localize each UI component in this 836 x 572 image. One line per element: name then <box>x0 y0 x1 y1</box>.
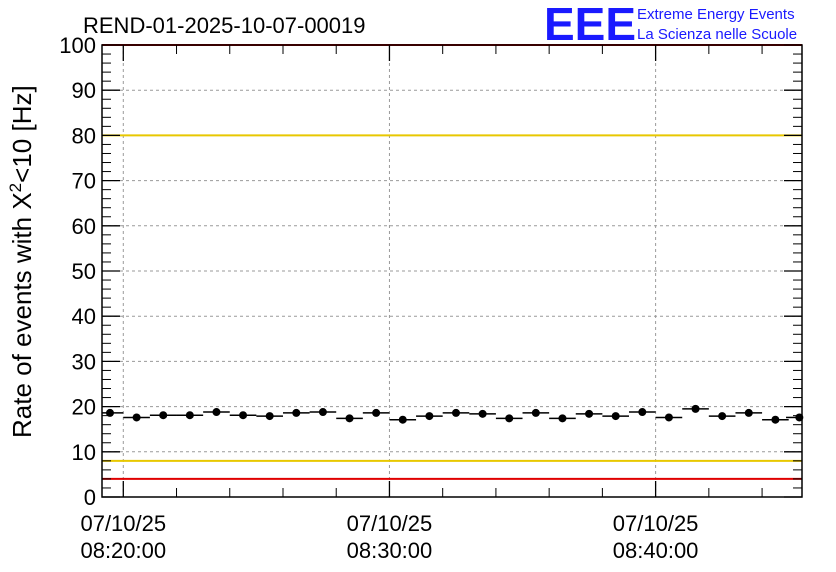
data-point <box>611 412 620 421</box>
logo-line-1: Extreme Energy Events <box>637 6 795 23</box>
data-point <box>318 408 327 417</box>
reference-lines <box>102 44 802 480</box>
y-tick-label: 30 <box>72 349 96 374</box>
data-point <box>159 411 168 420</box>
data-point <box>292 408 301 417</box>
data-points <box>102 404 804 424</box>
data-point <box>478 409 487 418</box>
x-tick-label-time: 08:30:00 <box>347 538 433 563</box>
grid <box>102 45 802 497</box>
data-point <box>558 414 567 423</box>
data-point <box>744 408 753 417</box>
eee-logo: EEE Extreme Energy Events La Scienza nel… <box>544 0 797 50</box>
y-tick-label: 80 <box>72 123 96 148</box>
data-point <box>265 412 274 421</box>
data-point <box>585 409 594 418</box>
data-point <box>718 412 727 421</box>
tick-labels: 010203040506070809010007/10/2508:20:0007… <box>59 33 698 563</box>
y-tick-label: 40 <box>72 304 96 329</box>
y-tick-label: 60 <box>72 214 96 239</box>
data-point <box>638 408 647 417</box>
data-point <box>505 414 514 423</box>
data-point <box>771 415 780 424</box>
data-point <box>239 411 248 420</box>
y-tick-label: 70 <box>72 169 96 194</box>
data-point <box>105 408 114 417</box>
data-point <box>345 414 354 423</box>
data-point <box>451 408 460 417</box>
data-point <box>795 413 804 422</box>
y-tick-label: 10 <box>72 440 96 465</box>
y-axis-label: Rate of events with X2<10 [Hz] <box>6 85 37 438</box>
data-point <box>132 413 141 422</box>
data-point <box>425 412 434 421</box>
x-tick-label-time: 08:40:00 <box>613 538 699 563</box>
y-tick-label: 50 <box>72 259 96 284</box>
x-tick-label-date: 07/10/25 <box>613 511 699 536</box>
logo-mark: EEE <box>544 0 636 50</box>
data-point <box>212 408 221 417</box>
x-tick-label-date: 07/10/25 <box>80 511 166 536</box>
y-tick-label: 100 <box>59 33 96 58</box>
data-point <box>398 415 407 424</box>
data-point <box>531 408 540 417</box>
y-tick-label: 90 <box>72 78 96 103</box>
data-point <box>664 413 673 422</box>
axis-ticks <box>102 44 802 498</box>
y-tick-label: 0 <box>84 485 96 510</box>
logo-line-2: La Scienza nelle Scuole <box>637 26 797 43</box>
x-tick-label-time: 08:20:00 <box>80 538 166 563</box>
data-point <box>185 411 194 420</box>
data-point <box>372 408 381 417</box>
chart-title: REND-01-2025-10-07-00019 <box>83 13 366 38</box>
y-tick-label: 20 <box>72 395 96 420</box>
x-tick-label-date: 07/10/25 <box>347 511 433 536</box>
data-point <box>691 404 700 413</box>
